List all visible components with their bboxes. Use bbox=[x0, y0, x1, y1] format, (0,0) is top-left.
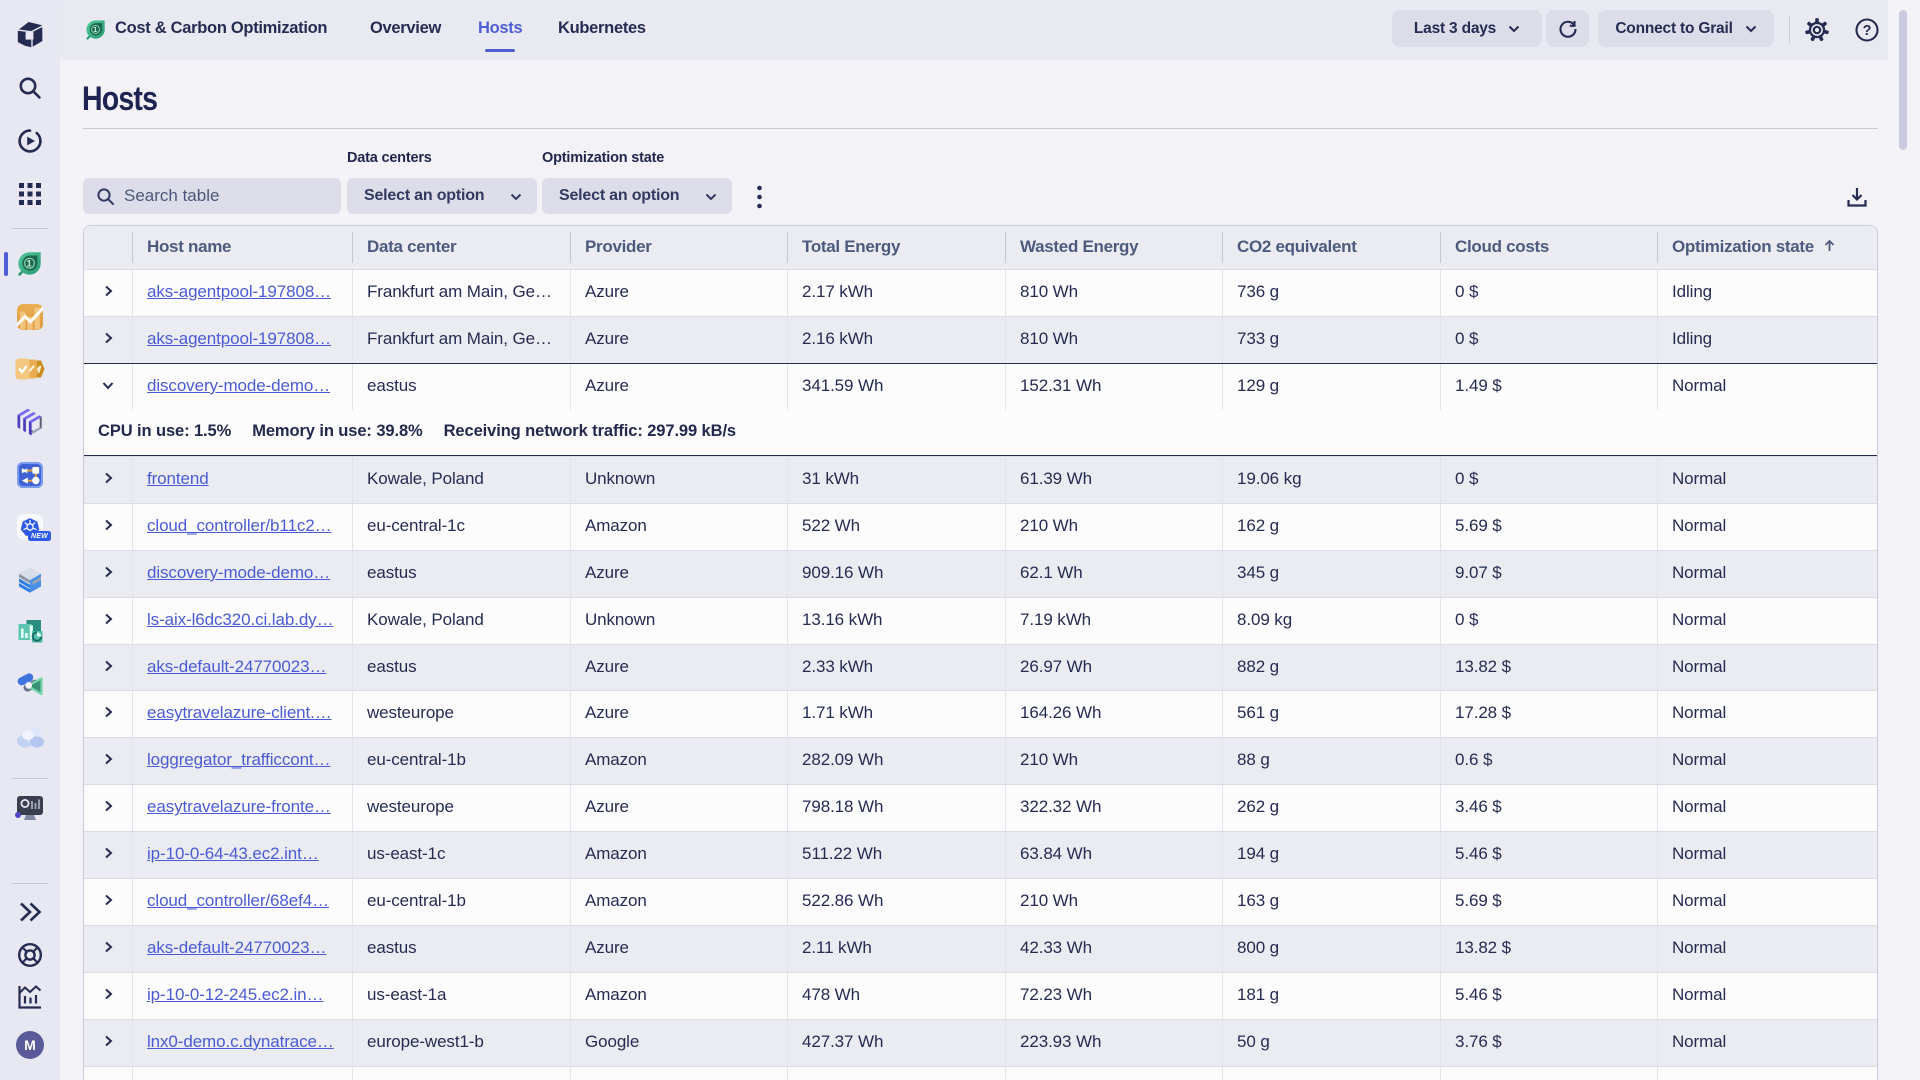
svg-text:1: 1 bbox=[27, 259, 32, 269]
svg-text:1: 1 bbox=[93, 25, 97, 34]
svg-text:?: ? bbox=[1863, 23, 1872, 39]
